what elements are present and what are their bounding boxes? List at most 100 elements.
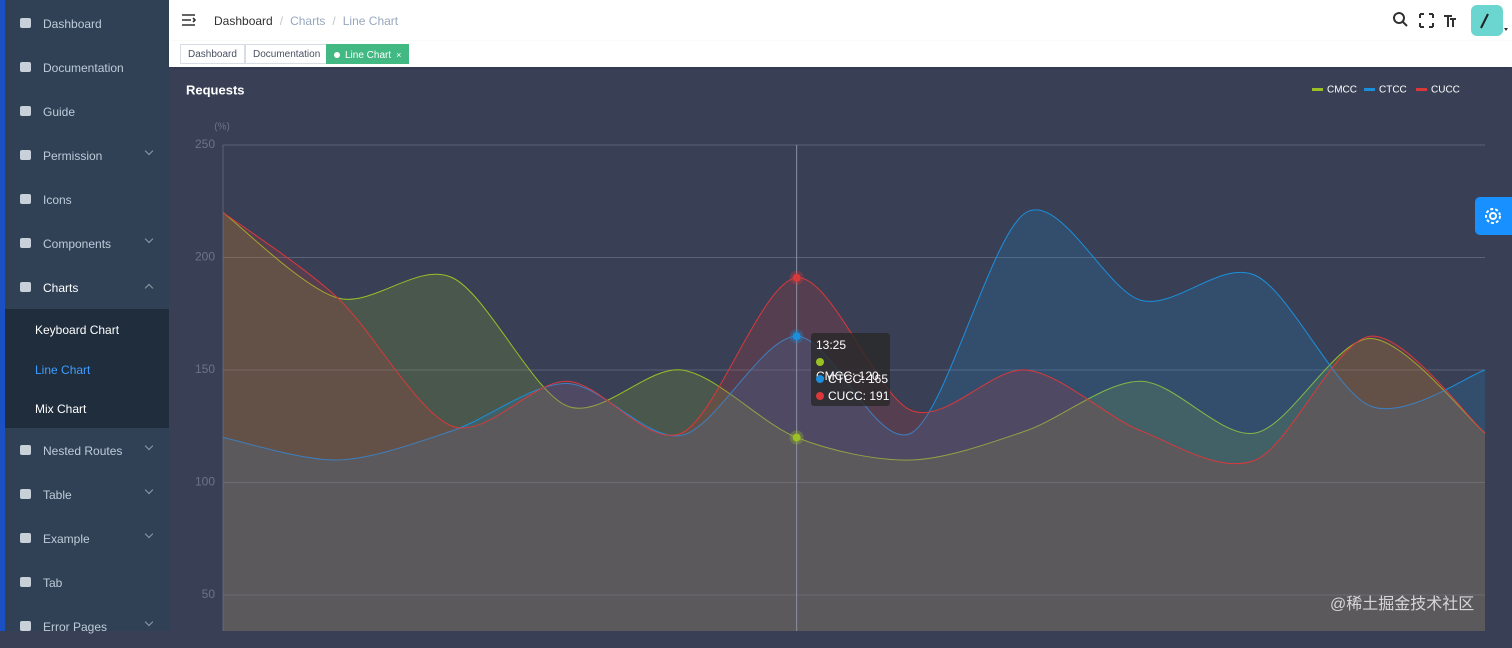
menu-icon [20,576,31,587]
menu-item[interactable]: Components [5,221,169,265]
menu-arrow [144,441,154,450]
tooltip-separator: : [861,372,868,386]
point [792,273,801,282]
menu-icon [20,238,31,248]
menu-item[interactable]: Guide [5,89,169,133]
breadcrumb-item[interactable]: Dashboard [214,14,273,28]
size-icon[interactable] [1444,15,1456,27]
tag[interactable]: Documentation [245,44,329,64]
menu-item[interactable]: Charts [5,265,169,309]
menu-arrow [144,485,154,494]
y-tick-label: 200 [195,250,215,264]
area [223,212,1485,631]
avatar[interactable] [1471,5,1503,36]
area [223,212,1485,631]
tooltip-value: 191 [869,389,890,403]
fullscreen-icon[interactable] [1419,13,1434,28]
menu-item[interactable]: Example [5,516,169,560]
tooltip: 13:25 CMCC: 120 CTCC: 165 CUCC: 191 [811,333,890,406]
line [222,212,1486,461]
line [222,209,1486,461]
submenu-item[interactable]: Keyboard Chart [5,309,169,349]
menu-icon [20,444,31,455]
settings-button[interactable] [1475,197,1512,235]
menu-item[interactable]: Documentation [5,45,169,89]
menu-label: Permission [43,149,103,163]
legend-swatch [1364,88,1375,91]
hamburger-icon[interactable] [182,14,196,26]
y-tick-label: 150 [195,362,215,376]
menu-label: Documentation [43,61,124,75]
menu-item[interactable]: Tab [5,560,169,604]
menu-icon [20,18,31,28]
tag-label: Dashboard [188,49,237,60]
tooltip-title: 13:25 [816,338,847,352]
legend-swatch [1312,88,1323,91]
tooltip-value: 120 [858,369,879,383]
tooltip-separator: : [862,389,870,403]
menu-icon [20,62,31,72]
tag-label: Documentation [253,49,321,60]
menu-icon [20,532,31,543]
menu-icon [20,282,31,292]
breadcrumb-item: Charts [290,14,326,28]
menu-icon [20,620,31,631]
tooltip-row: CMCC: 120 [816,355,890,383]
menu-item[interactable]: Nested Routes [5,428,169,472]
point [792,332,801,341]
y-tick-label: 250 [195,137,215,151]
tag-close[interactable]: × [396,50,402,60]
tooltip-name: CUCC [828,389,863,403]
tooltip-name: CMCC [816,369,852,383]
menu-item[interactable]: Table [5,472,169,516]
tooltip-dot [816,358,824,366]
dropdown-caret[interactable] [1504,28,1508,31]
tag-label: Line Chart [345,50,392,61]
menu-label: Table [43,487,72,502]
tooltip-dot [816,375,824,383]
menu-item[interactable]: Error Pages [5,604,169,648]
legend-swatch [1416,88,1427,91]
menu-label: Guide [43,105,76,119]
menu-label: Charts [43,281,79,295]
legend-label: CUCC [1431,85,1460,96]
menu-item[interactable]: Permission [5,133,169,177]
tag-dot [334,52,340,58]
menu-icon [20,106,31,116]
y-axis-label: (%) [214,122,230,133]
menu-label: Error Pages [43,619,108,634]
submenu-item[interactable]: Line Chart [5,348,169,388]
y-tick-label: 50 [202,587,216,601]
tooltip-row: CTCC: 165 [816,372,888,386]
submenu-label: Line Chart [35,362,91,377]
area [223,209,1485,631]
menu-icon [20,488,31,499]
tooltip-name: CTCC [828,372,862,386]
menu-arrow [144,146,154,156]
nav-icons [1393,5,1508,36]
menu-label: Components [43,237,112,251]
watermark: @稀土掘金技术社区 [1330,596,1475,613]
menu-icon [20,194,31,204]
menu-label: Icons [43,193,72,207]
menu-label: Example [43,531,90,546]
menu-item[interactable]: Dashboard [5,1,169,45]
legend-label: CMCC [1327,85,1357,96]
tag[interactable]: Dashboard [180,44,245,64]
search-icon[interactable] [1393,12,1408,27]
menu-item[interactable]: Icons [5,177,169,221]
tooltip-dot [816,392,824,400]
breadcrumb: Dashboard / Charts / Line Chart [214,14,398,28]
submenu-label: Mix Chart [35,402,87,416]
menu-arrow [144,617,154,626]
sidebar: Dashboard Documentation Guide Permission Ico… [0,0,169,634]
legend-label: CTCC [1379,85,1407,96]
y-tick-label: 100 [195,475,215,489]
chart-title: Requests [186,82,245,97]
submenu-label: Keyboard Chart [35,323,120,337]
breadcrumb-separator: / [279,14,284,28]
tooltip-value: 165 [868,372,889,386]
tag[interactable]: Line Chart × [326,44,410,64]
submenu-item[interactable]: Mix Chart [5,388,169,428]
